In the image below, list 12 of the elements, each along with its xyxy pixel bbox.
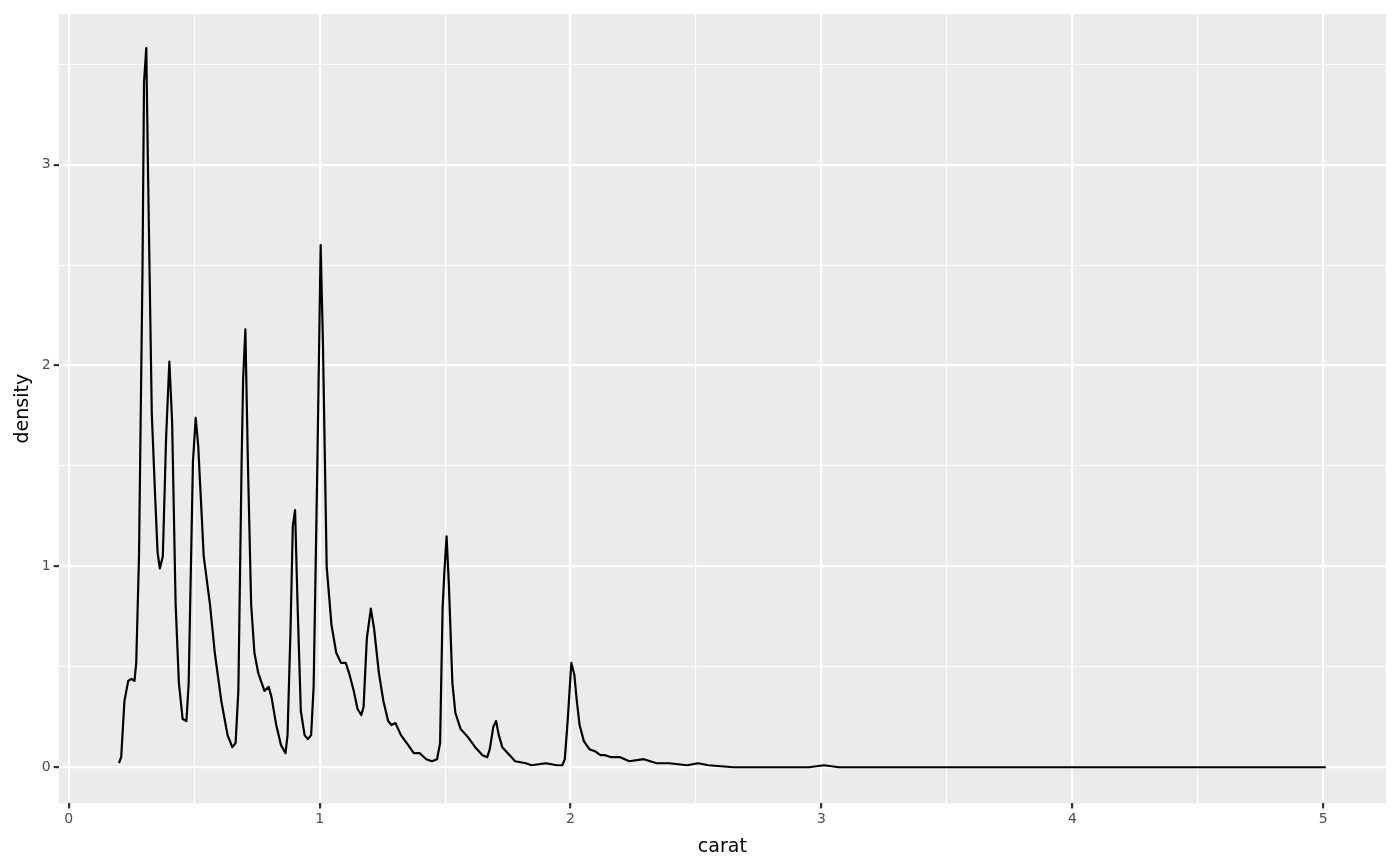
x-tick-label: 5 <box>1318 810 1328 827</box>
y-axis-title: density <box>10 373 33 444</box>
x-tick-label: 1 <box>315 810 325 827</box>
y-tick-label: 0 <box>41 757 51 774</box>
x-axis-title: carat <box>697 833 747 856</box>
x-tick-label: 4 <box>1067 810 1077 827</box>
x-tick-label: 0 <box>64 810 74 827</box>
y-tick-label: 2 <box>41 356 51 373</box>
x-tick-label: 2 <box>566 810 576 827</box>
y-tick-label: 3 <box>41 155 51 172</box>
x-tick-label: 3 <box>817 810 826 827</box>
y-tick-label: 1 <box>41 557 51 574</box>
